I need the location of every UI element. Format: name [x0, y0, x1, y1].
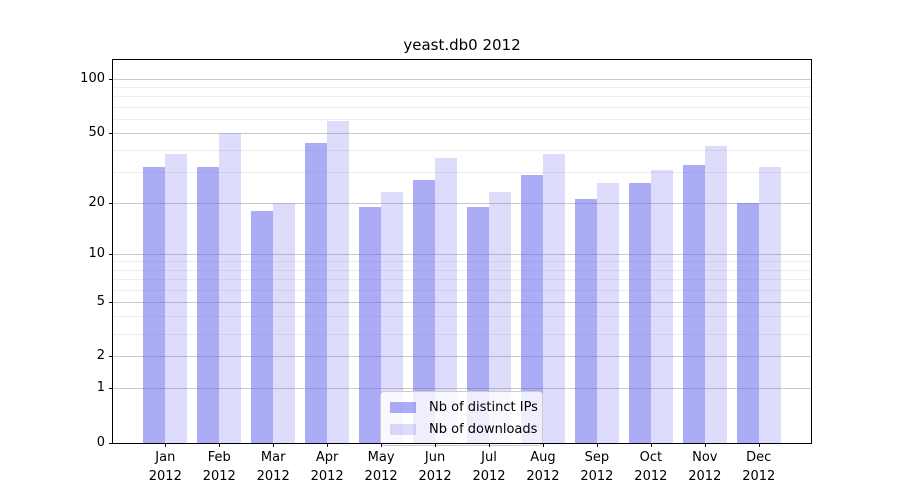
bar-nb-of-downloads-feb-2012 — [219, 132, 242, 443]
y-tick — [109, 301, 113, 303]
bar-nb-of-downloads-jun-2012 — [435, 158, 458, 443]
x-tick-label: Sep 2012 — [580, 450, 614, 484]
bar-nb-of-distinct-ips-feb-2012 — [197, 167, 220, 443]
bar-nb-of-downloads-may-2012 — [381, 192, 404, 443]
bar-nb-of-distinct-ips-aug-2012 — [520, 174, 543, 443]
y-tick-label: 10 — [88, 245, 105, 261]
x-tick — [542, 443, 544, 447]
x-tick-label: Feb 2012 — [202, 450, 236, 484]
y-tick-label: 1 — [96, 380, 105, 396]
y-tick — [109, 356, 113, 358]
x-tick — [489, 443, 490, 447]
major-gridline — [113, 79, 811, 80]
legend-swatch-downloads — [390, 424, 416, 435]
major-gridline — [113, 253, 811, 255]
x-tick — [327, 443, 329, 447]
minor-gridline — [113, 150, 811, 152]
y-tick — [109, 388, 113, 390]
y-tick-label: 100 — [80, 71, 105, 86]
legend-label-distinct-ips: Nb of distinct IPs — [429, 400, 538, 415]
legend-swatch-distinct-ips — [390, 402, 416, 413]
minor-gridline — [113, 172, 811, 174]
x-tick — [704, 443, 706, 447]
bar-nb-of-downloads-aug-2012 — [542, 154, 565, 443]
x-tick — [381, 443, 383, 447]
y-tick-label: 2 — [96, 348, 105, 364]
x-tick — [596, 443, 598, 447]
legend-row-downloads: Nb of downloads — [390, 420, 537, 439]
bar-nb-of-downloads-oct-2012 — [650, 169, 673, 443]
bar-nb-of-distinct-ips-may-2012 — [359, 206, 382, 443]
bar-nb-of-downloads-jan-2012 — [165, 154, 188, 443]
x-tick-label: Jan 2012 — [148, 450, 182, 484]
x-tick-label: Nov 2012 — [688, 450, 722, 484]
x-tick — [165, 443, 167, 447]
bar-nb-of-distinct-ips-sep-2012 — [574, 199, 597, 443]
minor-gridline — [113, 87, 811, 89]
bar-nb-of-distinct-ips-jul-2012 — [467, 206, 489, 443]
bar-nb-of-downloads-apr-2012 — [327, 121, 350, 443]
bar-nb-of-distinct-ips-dec-2012 — [736, 202, 759, 443]
x-tick — [273, 443, 275, 447]
bar-nb-of-distinct-ips-jan-2012 — [143, 167, 166, 443]
y-tick-label: 50 — [88, 124, 105, 140]
x-tick-label: Oct 2012 — [634, 450, 668, 484]
major-gridline — [113, 356, 811, 358]
bar-nb-of-downloads-nov-2012 — [704, 146, 727, 443]
minor-gridline — [113, 96, 811, 98]
y-tick — [109, 79, 113, 80]
major-gridline — [113, 388, 811, 390]
y-tick-label: 0 — [96, 435, 105, 450]
x-tick — [435, 443, 437, 447]
x-tick — [650, 443, 652, 447]
minor-gridline — [113, 261, 811, 263]
legend-label-downloads: Nb of downloads — [429, 422, 538, 437]
major-gridline — [113, 202, 811, 204]
minor-gridline — [113, 333, 811, 335]
x-tick-label: Mar 2012 — [256, 450, 290, 484]
x-tick-label: Jun 2012 — [418, 450, 452, 484]
x-tick — [219, 443, 221, 447]
y-tick-label: 20 — [88, 194, 105, 210]
x-tick-label: Dec 2012 — [742, 450, 776, 484]
plot-area: Nb of distinct IPs Nb of downloads 100 50… — [80, 59, 812, 484]
y-tick — [109, 443, 113, 444]
minor-gridline — [113, 289, 811, 291]
minor-gridline — [113, 316, 811, 318]
y-tick-label: 5 — [96, 293, 105, 309]
bar-nb-of-downloads-sep-2012 — [596, 183, 619, 443]
bar-nb-of-downloads-mar-2012 — [273, 202, 296, 443]
x-tick — [758, 443, 760, 447]
minor-gridline — [113, 269, 811, 271]
x-tick-label: May 2012 — [364, 450, 398, 484]
bar-nb-of-distinct-ips-apr-2012 — [305, 142, 328, 443]
bar-nb-of-distinct-ips-nov-2012 — [682, 164, 705, 443]
minor-gridline — [113, 118, 811, 120]
legend: Nb of distinct IPs Nb of downloads — [380, 391, 543, 446]
x-tick-label: Aug 2012 — [526, 450, 560, 484]
minor-gridline — [113, 106, 811, 108]
y-tick — [109, 132, 113, 134]
x-tick-label: Apr 2012 — [310, 450, 344, 484]
y-tick — [109, 253, 113, 255]
x-tick-label: Jul 2012 — [472, 450, 506, 484]
minor-gridline — [113, 278, 811, 280]
legend-row-distinct-ips: Nb of distinct IPs — [390, 398, 538, 417]
bar-nb-of-distinct-ips-mar-2012 — [251, 210, 274, 443]
major-gridline — [113, 132, 811, 134]
bar-nb-of-downloads-jul-2012 — [489, 192, 511, 443]
major-gridline — [113, 301, 811, 303]
bar-nb-of-distinct-ips-jun-2012 — [413, 180, 436, 443]
bar-nb-of-distinct-ips-oct-2012 — [628, 183, 651, 443]
chart-title: yeast.db0 2012 — [403, 36, 521, 54]
y-tick — [109, 202, 113, 204]
bar-nb-of-downloads-dec-2012 — [758, 167, 781, 443]
